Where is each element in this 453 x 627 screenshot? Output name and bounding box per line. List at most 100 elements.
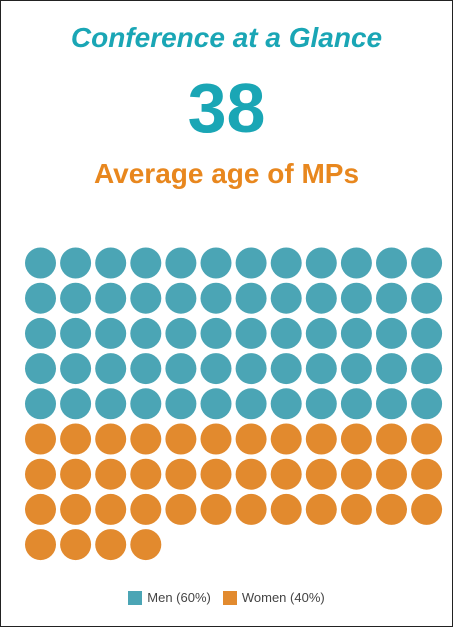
waffle-dot-women	[411, 458, 443, 490]
waffle-dot-men	[130, 353, 162, 385]
waffle-dot-men	[130, 282, 162, 314]
waffle-dot-men	[340, 388, 372, 420]
waffle-dot-men	[411, 353, 443, 385]
legend-item-men: Men (60%)	[128, 590, 211, 605]
waffle-dot-men	[165, 317, 197, 349]
legend-item-women: Women (40%)	[222, 590, 325, 605]
waffle-dot-men	[165, 282, 197, 314]
waffle-dot-women	[200, 423, 232, 455]
legend-swatch-men	[128, 590, 143, 605]
waffle-dot-women	[130, 493, 162, 525]
waffle-dot-men	[376, 353, 407, 385]
waffle-dot-men	[340, 282, 372, 314]
waffle-dot-women	[411, 423, 443, 455]
waffle-dot-women	[130, 458, 162, 490]
waffle-dot-men	[376, 317, 407, 349]
waffle-dot-men	[235, 353, 267, 385]
waffle-dot-men	[200, 317, 232, 349]
waffle-dot-men	[305, 247, 337, 279]
waffle-dot-women	[130, 529, 162, 561]
waffle-dot-women	[376, 458, 407, 490]
waffle-dot-men	[270, 353, 302, 385]
waffle-dot-men	[95, 247, 127, 279]
waffle-dot-women	[376, 493, 407, 525]
waffle-dot-women	[200, 493, 232, 525]
waffle-dot-men	[130, 247, 162, 279]
waffle-dot-women	[270, 458, 302, 490]
waffle-dot-women	[95, 529, 127, 561]
waffle-dot-men	[60, 388, 92, 420]
waffle-dot-women	[411, 493, 443, 525]
waffle-dot-women	[25, 529, 56, 561]
waffle-dot-men	[130, 317, 162, 349]
legend-swatch-women	[222, 590, 237, 605]
waffle-dot-women	[130, 423, 162, 455]
waffle-dot-men	[411, 247, 443, 279]
waffle-dot-women	[200, 458, 232, 490]
waffle-dot-men	[60, 282, 92, 314]
waffle-dot-women	[25, 458, 56, 490]
waffle-dot-women	[60, 529, 92, 561]
waffle-dot-men	[95, 317, 127, 349]
waffle-dot-men	[270, 282, 302, 314]
waffle-dot-men	[60, 247, 92, 279]
waffle-dot-women	[270, 423, 302, 455]
waffle-dot-men	[340, 247, 372, 279]
waffle-dot-men	[95, 388, 127, 420]
waffle-dot-men	[165, 388, 197, 420]
waffle-dot-men	[200, 388, 232, 420]
chart-legend: Men (60%) Women (40%)	[0, 590, 453, 605]
legend-label-women: Women (40%)	[241, 590, 325, 605]
waffle-dot-women	[376, 423, 407, 455]
waffle-dot-men	[200, 353, 232, 385]
waffle-dot-men	[305, 388, 337, 420]
waffle-dot-women	[165, 493, 197, 525]
waffle-dot-women	[235, 423, 267, 455]
waffle-dot-men	[411, 282, 443, 314]
waffle-dot-men	[376, 388, 407, 420]
waffle-dot-men	[25, 353, 56, 385]
waffle-dot-men	[411, 317, 443, 349]
waffle-dot-women	[270, 493, 302, 525]
waffle-dot-men	[60, 353, 92, 385]
waffle-dot-men	[376, 282, 407, 314]
waffle-dot-women	[95, 458, 127, 490]
waffle-dot-men	[165, 353, 197, 385]
waffle-dot-men	[25, 388, 56, 420]
waffle-dot-women	[60, 458, 92, 490]
waffle-dot-men	[235, 247, 267, 279]
waffle-dot-women	[340, 493, 372, 525]
waffle-dot-women	[305, 493, 337, 525]
waffle-dot-men	[305, 282, 337, 314]
waffle-dot-women	[25, 493, 56, 525]
waffle-dot-women	[235, 458, 267, 490]
waffle-dot-men	[25, 282, 56, 314]
waffle-dot-men	[25, 247, 56, 279]
waffle-dot-women	[340, 458, 372, 490]
waffle-dot-women	[95, 423, 127, 455]
waffle-dot-women	[60, 423, 92, 455]
waffle-dot-men	[25, 317, 56, 349]
waffle-dot-women	[165, 423, 197, 455]
waffle-dot-women	[305, 458, 337, 490]
waffle-dot-men	[270, 247, 302, 279]
waffle-dot-men	[60, 317, 92, 349]
waffle-dot-men	[340, 317, 372, 349]
waffle-dot-women	[165, 458, 197, 490]
waffle-dot-men	[305, 353, 337, 385]
average-age-value: 38	[187, 69, 266, 147]
waffle-dot-men	[200, 282, 232, 314]
waffle-dot-men	[340, 353, 372, 385]
waffle-dot-men	[235, 388, 267, 420]
waffle-dot-men	[376, 247, 407, 279]
average-age-label: Average age of MPs	[93, 158, 360, 189]
legend-label-men: Men (60%)	[147, 590, 211, 605]
waffle-dot-men	[270, 317, 302, 349]
waffle-dot-men	[235, 282, 267, 314]
waffle-dot-men	[130, 388, 162, 420]
waffle-dot-men	[165, 247, 197, 279]
page-title: Conference at a Glance	[70, 22, 383, 53]
waffle-dot-men	[95, 282, 127, 314]
waffle-dot-men	[95, 353, 127, 385]
